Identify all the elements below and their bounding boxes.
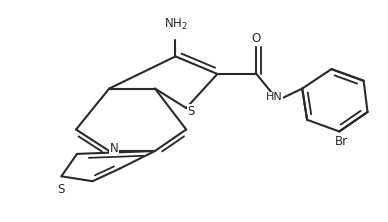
Text: Br: Br: [335, 135, 348, 148]
Text: O: O: [252, 32, 261, 45]
Text: S: S: [187, 105, 195, 117]
Text: NH$_2$: NH$_2$: [164, 17, 187, 32]
Text: S: S: [58, 183, 65, 196]
Text: HN: HN: [265, 92, 282, 102]
Text: N: N: [110, 142, 118, 155]
